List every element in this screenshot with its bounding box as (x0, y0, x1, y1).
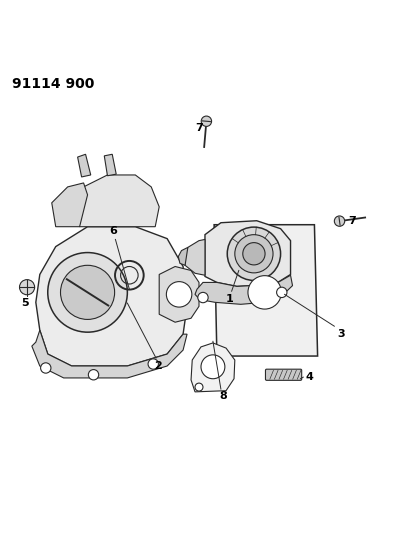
Polygon shape (78, 154, 91, 177)
Polygon shape (191, 343, 235, 392)
Text: 91114 900: 91114 900 (12, 77, 94, 92)
Circle shape (198, 293, 208, 303)
Text: 3: 3 (338, 328, 345, 338)
Polygon shape (52, 183, 88, 227)
Text: 5: 5 (21, 298, 29, 308)
Circle shape (227, 227, 281, 280)
Polygon shape (214, 225, 318, 356)
Circle shape (88, 369, 99, 380)
Polygon shape (104, 154, 116, 176)
Text: 7: 7 (348, 216, 356, 226)
FancyBboxPatch shape (265, 369, 302, 381)
Circle shape (60, 265, 115, 319)
Circle shape (201, 116, 212, 126)
Circle shape (201, 355, 225, 379)
Circle shape (195, 383, 203, 391)
Polygon shape (32, 330, 187, 378)
Circle shape (20, 280, 35, 295)
Text: 4: 4 (306, 372, 314, 382)
Text: 6: 6 (109, 226, 117, 236)
Text: 1: 1 (226, 294, 234, 304)
Circle shape (148, 359, 158, 369)
Circle shape (248, 276, 281, 309)
Circle shape (235, 235, 273, 273)
Polygon shape (184, 239, 205, 275)
Polygon shape (205, 221, 291, 286)
Text: 8: 8 (219, 391, 227, 401)
Polygon shape (159, 266, 199, 322)
Polygon shape (76, 175, 159, 227)
Polygon shape (195, 275, 293, 304)
Circle shape (277, 287, 287, 297)
Circle shape (166, 281, 192, 307)
Text: 7: 7 (195, 123, 203, 133)
Circle shape (334, 216, 345, 227)
Circle shape (41, 363, 51, 373)
Polygon shape (36, 227, 187, 366)
Circle shape (243, 243, 265, 265)
Circle shape (48, 253, 127, 332)
Polygon shape (178, 247, 188, 265)
Text: 2: 2 (154, 361, 162, 371)
